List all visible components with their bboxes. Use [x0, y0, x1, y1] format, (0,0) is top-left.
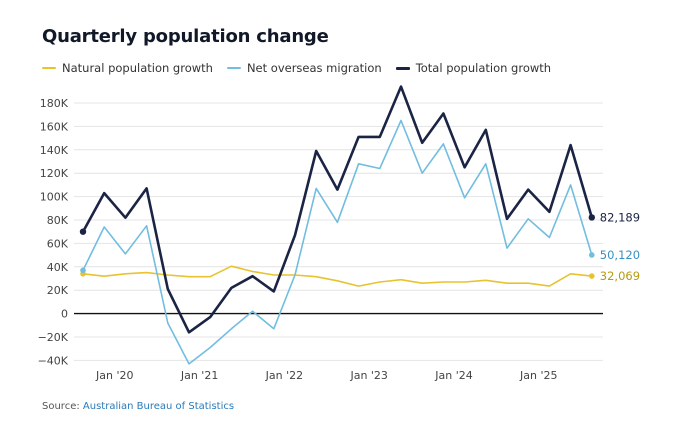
series-start-point [80, 267, 86, 274]
series-line-natural-population-growth [82, 265, 593, 287]
y-tick-label: 100K [40, 191, 69, 204]
y-tick-label: 60K [47, 237, 69, 250]
series-lines [79, 85, 595, 365]
legend-item-total: Total population growth [395, 61, 552, 75]
legend-swatch-total [395, 66, 410, 70]
legend-item-natural: Natural population growth [42, 61, 213, 75]
legend-label-natural: Natural population growth [62, 61, 213, 75]
y-tick-label: 120K [40, 167, 69, 180]
y-tick-label: −20K [38, 331, 69, 344]
end-value-label-natural-population-growth: 32,069 [600, 269, 640, 283]
x-tick-label: Jan '24 [434, 369, 472, 382]
x-axis-ticks: Jan '20 Jan '21 Jan '22 Jan '23 Jan '24 Jan '… [95, 369, 557, 382]
series-end-point [589, 273, 595, 279]
y-tick-label: 20K [47, 284, 69, 297]
y-axis-ticks: −40K −20K 0 20K 40K 60K 80K 100K 120K 140K 160K 180… [38, 97, 69, 367]
y-tick-label: 140K [40, 144, 69, 157]
y-tick-label: 80K [47, 214, 69, 227]
legend-label-migration: Net overseas migration [246, 61, 382, 75]
x-tick-label: Jan '21 [180, 369, 218, 382]
gridlines [74, 102, 603, 361]
source-note: Source: Australian Bureau of Statistics [42, 401, 234, 412]
source-link[interactable]: Australian Bureau of Statistics [82, 401, 235, 412]
series-end-point [588, 214, 595, 221]
chart-title: Quarterly population change [42, 26, 329, 47]
y-tick-label: −40K [38, 354, 69, 367]
legend-swatch-natural [42, 67, 56, 69]
x-tick-label: Jan '22 [265, 369, 303, 382]
legend-item-migration: Net overseas migration [226, 61, 382, 75]
series-line-net-overseas-migration [82, 119, 593, 365]
series-start-point [79, 228, 87, 235]
series-end-point [589, 252, 595, 258]
y-tick-label: 160K [40, 120, 69, 133]
end-labels: 32,069 50,120 82,189 [600, 210, 640, 283]
chart-legend: Natural population growth Net overseas m… [42, 61, 551, 75]
series-line-total-population-growth [81, 85, 594, 334]
x-tick-label: Jan '23 [349, 369, 387, 382]
source-prefix: Source: [42, 401, 83, 412]
legend-label-total: Total population growth [415, 61, 552, 75]
end-value-label-net-overseas-migration: 50,120 [600, 248, 640, 262]
x-tick-label: Jan '20 [95, 369, 133, 382]
legend-swatch-migration [226, 67, 241, 69]
y-tick-label: 40K [47, 261, 69, 274]
y-tick-label: 0 [61, 308, 68, 321]
x-tick-label: Jan '25 [519, 369, 557, 382]
end-value-label-total-population-growth: 82,189 [600, 210, 640, 224]
y-tick-label: 180K [40, 97, 69, 110]
